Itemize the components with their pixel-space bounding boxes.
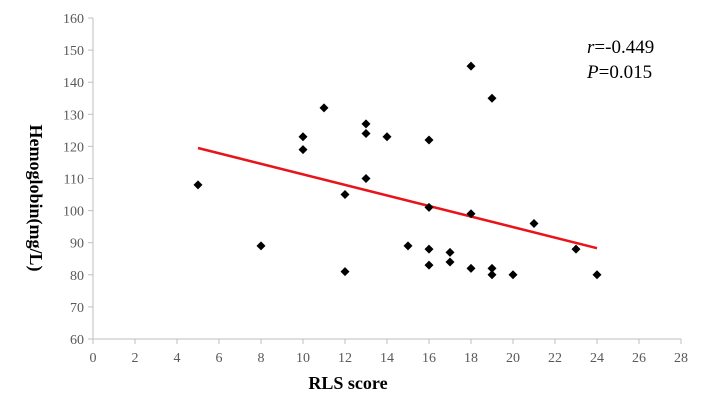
p-symbol: P bbox=[586, 62, 599, 83]
r-symbol: r bbox=[587, 37, 595, 58]
p-value: =0.015 bbox=[599, 62, 652, 83]
x-tick-label: 28 bbox=[674, 351, 688, 366]
data-point bbox=[466, 61, 476, 71]
y-tick-label: 160 bbox=[63, 12, 84, 27]
y-tick-label: 110 bbox=[64, 173, 84, 188]
x-tick-label: 20 bbox=[506, 351, 520, 366]
data-point bbox=[424, 202, 434, 212]
y-tick-label: 120 bbox=[63, 140, 84, 155]
x-tick-label: 12 bbox=[338, 351, 352, 366]
data-point bbox=[340, 190, 350, 200]
data-point bbox=[424, 244, 434, 254]
data-point bbox=[361, 129, 371, 139]
x-tick-label: 4 bbox=[174, 351, 181, 366]
data-point bbox=[193, 180, 203, 190]
data-point bbox=[340, 267, 350, 277]
data-point bbox=[466, 263, 476, 273]
data-point bbox=[445, 257, 455, 267]
y-tick-label: 130 bbox=[63, 108, 84, 123]
x-tick-label: 6 bbox=[216, 351, 223, 366]
y-tick-label: 60 bbox=[70, 333, 84, 348]
data-point bbox=[487, 93, 497, 103]
x-tick-label: 16 bbox=[422, 351, 436, 366]
y-tick-label: 80 bbox=[70, 269, 84, 284]
data-point bbox=[466, 209, 476, 219]
y-tick-label: 90 bbox=[70, 237, 84, 252]
data-point bbox=[529, 218, 539, 228]
data-point bbox=[445, 247, 455, 257]
x-tick-label: 14 bbox=[380, 351, 394, 366]
data-point bbox=[256, 241, 266, 251]
data-point bbox=[361, 119, 371, 129]
r-value: =-0.449 bbox=[594, 37, 654, 58]
data-point bbox=[487, 263, 497, 273]
data-point bbox=[298, 145, 308, 155]
x-tick-labels: 0 2 4 6 8 10 12 14 16 18 20 22 24 26 28 bbox=[90, 351, 689, 366]
data-point bbox=[508, 270, 518, 280]
y-tick-label: 150 bbox=[63, 44, 84, 59]
x-tick-label: 2 bbox=[132, 351, 139, 366]
data-point bbox=[403, 241, 413, 251]
y-tick-label: 140 bbox=[63, 76, 84, 91]
data-point bbox=[424, 260, 434, 270]
x-tick-label: 24 bbox=[590, 351, 604, 366]
x-tick-label: 10 bbox=[296, 351, 310, 366]
p-value-annotation: P=0.015 bbox=[586, 62, 652, 83]
y-tick-label: 100 bbox=[63, 205, 84, 220]
x-tick-label: 26 bbox=[632, 351, 646, 366]
trendline bbox=[197, 146, 598, 250]
y-tick-label: 70 bbox=[70, 301, 84, 316]
x-tick-label: 8 bbox=[258, 351, 265, 366]
data-points bbox=[193, 61, 602, 280]
y-tick-labels: 60 70 80 90 100 110 120 130 140 150 160 bbox=[63, 12, 84, 348]
x-tick-label: 22 bbox=[548, 351, 562, 366]
x-tick-label: 18 bbox=[464, 351, 478, 366]
x-axis-label: RLS score bbox=[308, 373, 387, 393]
data-point bbox=[571, 244, 581, 254]
axes bbox=[88, 17, 682, 344]
data-point bbox=[382, 132, 392, 142]
data-point bbox=[487, 270, 497, 280]
data-point bbox=[298, 132, 308, 142]
data-point bbox=[319, 103, 329, 113]
data-point bbox=[361, 174, 371, 183]
x-tick-label: 0 bbox=[90, 351, 97, 366]
y-axis-label: Hemoglobin(mg/L) bbox=[25, 125, 46, 272]
correlation-annotation: r=-0.449 bbox=[587, 37, 654, 58]
data-point bbox=[424, 135, 434, 145]
data-point bbox=[592, 270, 602, 280]
